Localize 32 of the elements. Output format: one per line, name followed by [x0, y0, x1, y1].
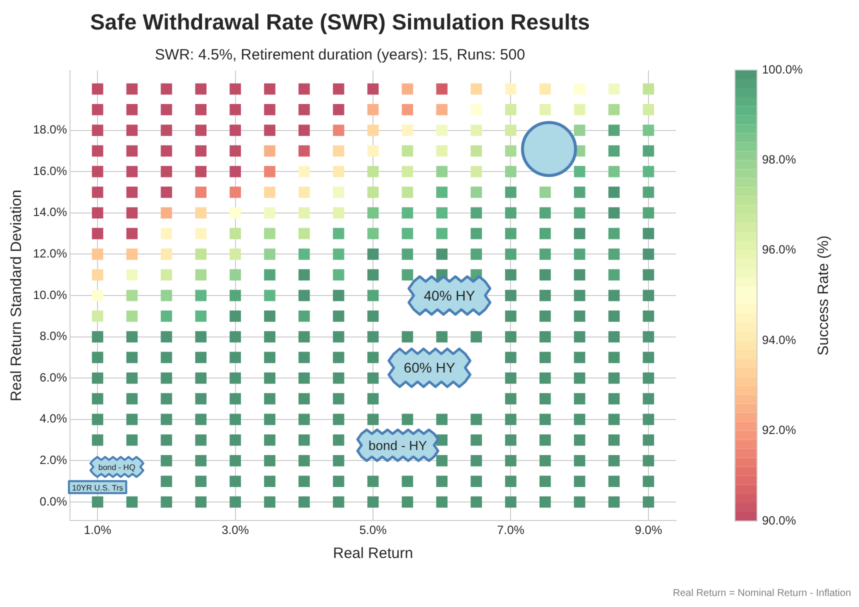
x-tick-label: 9.0%: [634, 523, 662, 538]
y-tick-label: 8.0%: [40, 329, 68, 344]
y-tick-label: 10.0%: [32, 288, 68, 302]
color-bar-label: 94.0%: [762, 332, 796, 347]
color-bar-label: 100.0%: [762, 62, 804, 76]
x-tick-label: 5.0%: [359, 523, 388, 538]
annotation: 40% HY: [424, 287, 476, 304]
y-tick-label: 14.0%: [32, 205, 68, 220]
color-bar-label: 96.0%: [762, 242, 796, 257]
color-bar-label: 90.0%: [762, 513, 796, 528]
y-tick-label: 6.0%: [40, 370, 68, 384]
y-tick-label: 16.0%: [32, 164, 68, 178]
x-axis-title: Real Return: [332, 545, 414, 562]
chart-subtitle: SWR: 4.5%, Retirement duration (years): 15, Runs: 500: [154, 46, 526, 64]
x-tick-label: 7.0%: [497, 523, 525, 538]
color-bar-label: 98.0%: [762, 152, 796, 167]
x-tick-label: 1.0%: [84, 523, 112, 538]
chart-title: Safe Withdrawal Rate (SWR) Simulation Results: [90, 9, 590, 34]
annotation: 60% HY: [404, 360, 456, 376]
text: Real Return = Nominal Return - Inflation: [672, 588, 851, 599]
y-tick-label: 0.0%: [40, 494, 68, 508]
annotation: bond - HQ: [98, 463, 136, 472]
y-tick-label: 2.0%: [40, 453, 68, 468]
y-tick-label: 4.0%: [40, 412, 68, 426]
color-bar-label: 92.0%: [762, 423, 796, 438]
y-tick-label: 18.0%: [32, 122, 68, 137]
color-bar-title: Success Rate (%): [815, 235, 832, 356]
annotation: 10YR U.S. Trs: [72, 483, 124, 492]
y-tick-label: 12.0%: [32, 246, 68, 261]
annotation: bond - HY: [368, 438, 428, 453]
x-tick-label: 3.0%: [222, 523, 250, 538]
y-axis-title: Real Return Standard Deviation: [8, 190, 26, 402]
